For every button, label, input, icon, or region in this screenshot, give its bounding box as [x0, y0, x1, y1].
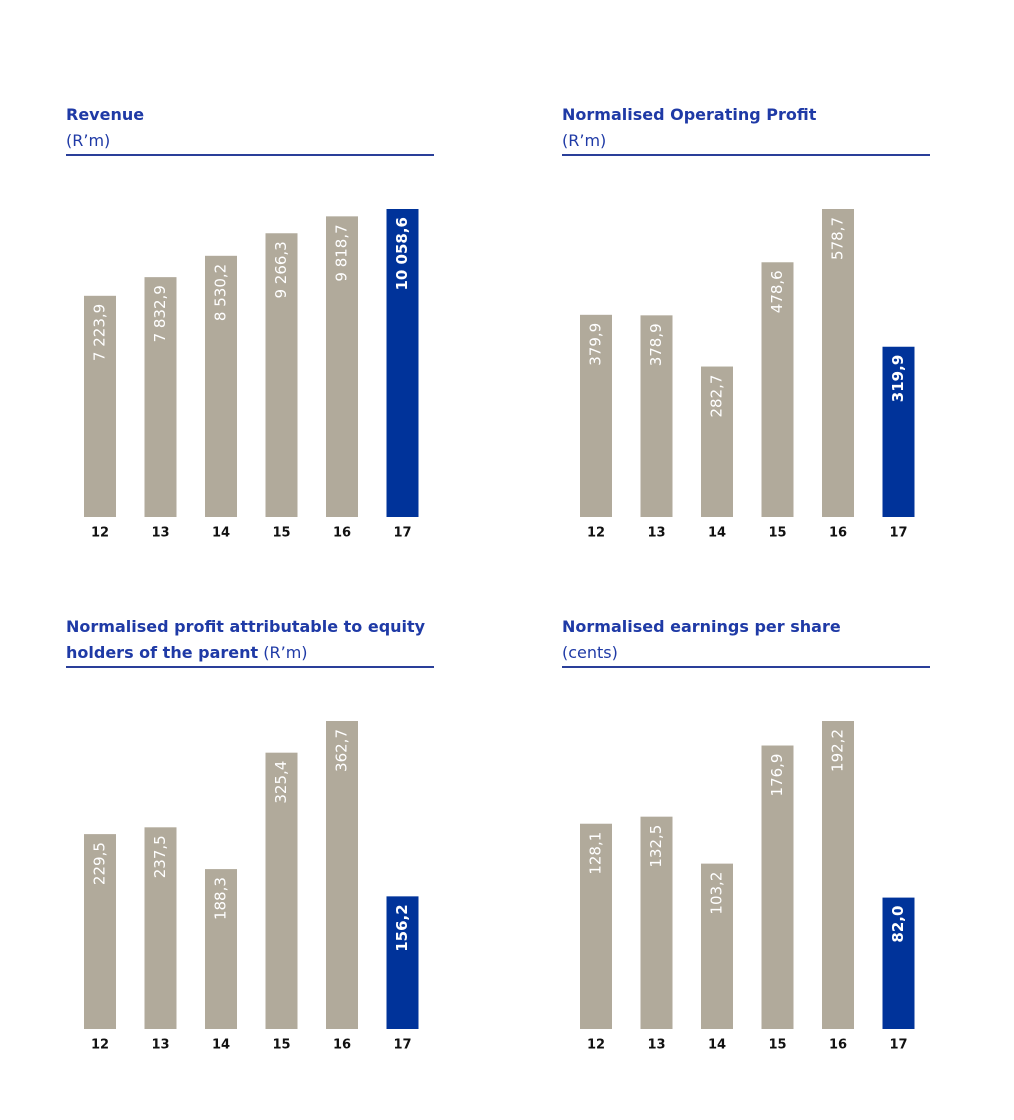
x-tick-label: 16	[333, 1038, 351, 1053]
chart: 229,5 12 237,5 13 188,3 14 325,4 15 362,7 16 156,2…	[84, 721, 419, 1053]
chart: 379,9 12 378,9 13 282,7 14 478,6 15 578,7 16 319,9…	[580, 209, 915, 541]
value-label: 9 266,3	[272, 241, 290, 298]
x-tick-label: 14	[708, 1038, 726, 1053]
x-tick-label: 17	[889, 1038, 907, 1053]
x-tick-label: 15	[272, 526, 290, 541]
x-tick-label: 12	[91, 1038, 109, 1053]
bar	[84, 834, 116, 1029]
chart-panel: Revenue (R’m) 7 223,9 12 7 832,9 13 8 530,2 14…	[66, 102, 434, 552]
bar	[265, 752, 298, 1029]
x-tick-label: 14	[212, 526, 230, 541]
chart-header: Normalised Operating Profit (R’m)	[562, 102, 930, 156]
chart-title: Normalised earnings per share	[562, 617, 841, 636]
chart-panel: Normalised Operating Profit (R’m) 379,9 12…	[562, 102, 930, 552]
chart-header: Normalised profit attributable to equity…	[66, 614, 434, 668]
chart: 128,1 12 132,5 13 103,2 14 176,9 15 192,2 16 82,0 1…	[580, 721, 915, 1053]
value-label: 188,3	[212, 877, 230, 920]
bar	[882, 897, 915, 1029]
x-tick-label: 15	[272, 1038, 290, 1053]
chart-title: Normalised profit attributable to equity…	[66, 617, 426, 662]
bar	[580, 314, 612, 517]
bar	[640, 315, 673, 517]
bar	[326, 721, 358, 1029]
chart-panel: Normalised earnings per share (cents) 128…	[562, 614, 930, 1064]
value-label: 229,5	[91, 842, 109, 885]
chart-title: Revenue	[66, 105, 145, 124]
value-label: 176,9	[768, 754, 786, 797]
value-label: 103,2	[708, 872, 726, 915]
x-tick-label: 15	[768, 1038, 786, 1053]
value-label: 379,9	[587, 323, 605, 366]
x-tick-label: 13	[151, 526, 169, 541]
value-label: 132,5	[647, 825, 665, 868]
value-label: 10 058,6	[393, 217, 411, 291]
x-tick-label: 16	[829, 526, 847, 541]
value-label: 478,6	[768, 270, 786, 313]
value-label: 319,9	[889, 355, 907, 402]
value-label: 7 832,9	[151, 285, 169, 342]
bar	[265, 233, 298, 517]
value-label: 9 818,7	[333, 224, 351, 281]
bar	[822, 721, 854, 1029]
bar	[144, 277, 177, 517]
chart-panel: Normalised profit attributable to equity…	[66, 614, 434, 1064]
chart-subtitle: (R’m)	[263, 643, 308, 662]
x-tick-label: 12	[587, 526, 605, 541]
bar	[386, 209, 419, 517]
value-label: 7 223,9	[91, 304, 109, 361]
chart-header: Normalised earnings per share (cents)	[562, 614, 930, 668]
bar	[326, 216, 358, 517]
x-tick-label: 14	[212, 1038, 230, 1053]
x-tick-label: 12	[91, 526, 109, 541]
chart-title: Normalised Operating Profit	[562, 105, 817, 124]
x-tick-label: 17	[393, 1038, 411, 1053]
value-label: 192,2	[829, 729, 847, 772]
x-tick-label: 13	[647, 526, 665, 541]
bar	[386, 896, 419, 1029]
value-label: 82,0	[889, 906, 907, 943]
bar	[882, 346, 915, 517]
bar	[84, 295, 116, 517]
chart-header: Revenue (R’m)	[66, 102, 434, 156]
bar	[761, 262, 794, 517]
x-tick-label: 13	[151, 1038, 169, 1053]
bar	[701, 863, 733, 1029]
bar	[640, 816, 673, 1029]
value-label: 8 530,2	[212, 264, 230, 321]
value-label: 156,2	[393, 904, 411, 951]
value-label: 282,7	[708, 375, 726, 418]
value-label: 325,4	[272, 761, 290, 804]
x-tick-label: 13	[647, 1038, 665, 1053]
x-tick-label: 14	[708, 526, 726, 541]
chart: 7 223,9 12 7 832,9 13 8 530,2 14 9 266,3 15 9 81…	[84, 209, 419, 541]
bar	[761, 745, 794, 1029]
x-tick-label: 15	[768, 526, 786, 541]
value-label: 237,5	[151, 835, 169, 878]
x-tick-label: 16	[333, 526, 351, 541]
x-tick-label: 17	[889, 526, 907, 541]
bar	[205, 869, 237, 1029]
value-label: 578,7	[829, 217, 847, 260]
x-tick-label: 16	[829, 1038, 847, 1053]
value-label: 378,9	[647, 323, 665, 366]
bar	[580, 823, 612, 1029]
chart-subtitle: (R’m)	[66, 131, 111, 150]
chart-subtitle: (cents)	[562, 643, 618, 662]
chart-subtitle: (R’m)	[562, 131, 607, 150]
bar	[822, 209, 854, 517]
bar	[205, 255, 237, 517]
x-tick-label: 12	[587, 1038, 605, 1053]
bar	[144, 827, 177, 1029]
value-label: 128,1	[587, 832, 605, 875]
bar	[701, 366, 733, 517]
value-label: 362,7	[333, 729, 351, 772]
x-tick-label: 17	[393, 526, 411, 541]
